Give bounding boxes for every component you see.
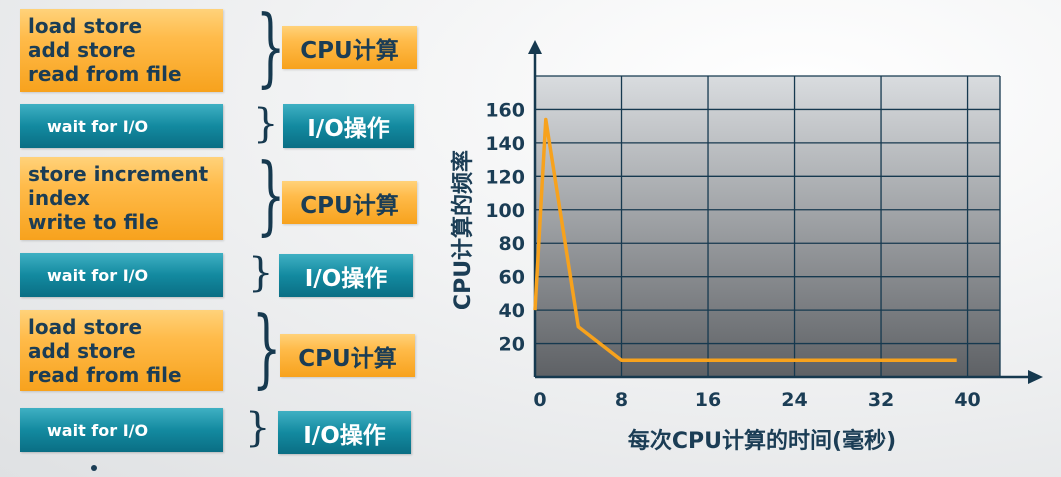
continuation-dot (91, 465, 97, 471)
brace-1: } (256, 0, 286, 97)
y-axis-arrow (528, 40, 542, 54)
y-tick-label: 20 (499, 334, 525, 356)
y-tick-label: 140 (485, 133, 525, 155)
x-tick-label: 8 (615, 389, 628, 411)
y-tick-label: 80 (499, 233, 525, 255)
brace-4: } (248, 250, 274, 296)
tag-cpu-1: CPU计算 (282, 26, 417, 69)
series-line (533, 117, 957, 363)
block-io-1: wait for I/O (20, 104, 223, 148)
y-tick-label: 40 (499, 300, 525, 322)
block-io-2: wait for I/O (20, 253, 223, 297)
y-tick-labels: 20 40 60 80 100 120 140 160 (485, 99, 525, 355)
tag-cpu-2: CPU计算 (282, 181, 417, 224)
grid-lines (535, 75, 1001, 377)
x-tick-label: 40 (954, 389, 980, 411)
block-cpu-1: load store add store read from file (20, 9, 223, 92)
y-axis-label: CPU计算的频率 (450, 150, 476, 310)
brace-2: } (253, 101, 279, 147)
tag-io-3: I/O操作 (278, 411, 411, 454)
brace-6: } (245, 405, 271, 451)
tag-io-2: I/O操作 (279, 254, 413, 297)
tag-io-1: I/O操作 (283, 104, 414, 148)
x-tick-label: 24 (781, 389, 807, 411)
block-io-3: wait for I/O (20, 408, 223, 452)
tag-cpu-3: CPU计算 (280, 334, 415, 377)
x-tick-label: 16 (695, 389, 721, 411)
x-tick-labels: 0 8 16 24 32 40 (533, 389, 980, 411)
x-tick-label: 0 (533, 389, 546, 411)
axes (528, 40, 1043, 384)
y-tick-label: 100 (485, 200, 525, 222)
brace-5: } (252, 297, 282, 398)
x-axis-arrow (1028, 370, 1043, 384)
block-cpu-3: load store add store read from file (20, 310, 223, 391)
brace-3: } (256, 144, 286, 245)
x-tick-label: 32 (868, 389, 894, 411)
y-tick-label: 120 (485, 166, 525, 188)
y-tick-label: 60 (499, 267, 525, 289)
block-cpu-2: store increment index write to file (20, 157, 223, 240)
x-axis-label: 每次CPU计算的时间(毫秒) (628, 428, 896, 454)
plot-area (535, 76, 1000, 377)
y-tick-label: 160 (485, 99, 525, 121)
